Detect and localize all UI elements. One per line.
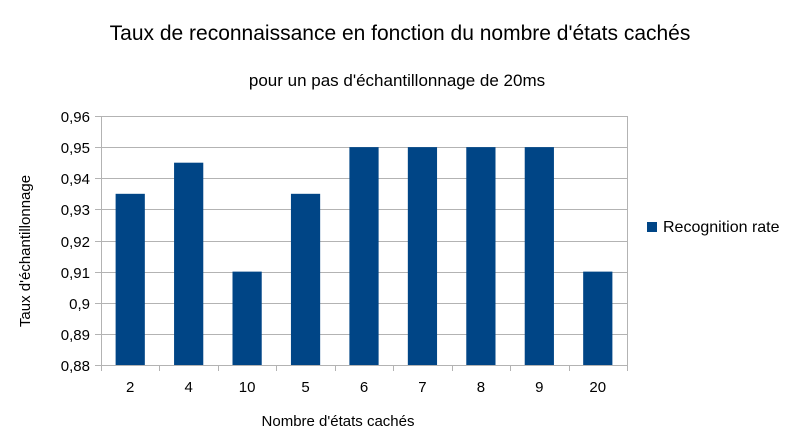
bar bbox=[583, 271, 613, 365]
x-axis-title: Nombre d'états cachés bbox=[262, 413, 415, 430]
legend-label: Recognition rate bbox=[663, 219, 780, 236]
x-tick-label: 5 bbox=[301, 379, 309, 396]
chart-subtitle: pour un pas d'échantillonnage de 20ms bbox=[249, 71, 545, 90]
bar bbox=[290, 193, 321, 365]
y-tick-label: 0,89 bbox=[61, 327, 90, 344]
bar bbox=[524, 147, 554, 365]
bar bbox=[115, 193, 145, 365]
bars bbox=[115, 147, 613, 365]
y-tick-labels: 0,88 0,89 0,9 0,91 0,92 0,93 0,94 0,95 0,96 bbox=[61, 109, 90, 375]
chart-title: Taux de reconnaissance en fonction du no… bbox=[110, 22, 691, 45]
x-tick-label: 7 bbox=[418, 379, 426, 396]
y-axis-title: Taux d'échantillonnage bbox=[17, 175, 34, 327]
y-tick-label: 0,88 bbox=[61, 358, 90, 375]
y-tick-label: 0,92 bbox=[61, 234, 90, 251]
bar bbox=[407, 147, 438, 365]
x-tick-label: 20 bbox=[589, 379, 606, 396]
y-tick-label: 0,94 bbox=[61, 171, 90, 188]
legend: Recognition rate bbox=[647, 219, 780, 236]
y-tick-label: 0,9 bbox=[69, 296, 90, 313]
x-tick-label: 6 bbox=[360, 379, 368, 396]
legend-swatch bbox=[647, 222, 657, 232]
y-tick-label: 0,93 bbox=[61, 202, 90, 219]
x-tick-label: 10 bbox=[239, 379, 256, 396]
y-tick-label: 0,95 bbox=[61, 140, 90, 157]
x-tick-labels: 2 4 10 5 6 7 8 9 20 bbox=[126, 379, 606, 396]
axes bbox=[101, 116, 628, 371]
x-tick-label: 4 bbox=[184, 379, 192, 396]
x-tick-label: 9 bbox=[535, 379, 543, 396]
y-tick-label: 0,96 bbox=[61, 109, 90, 126]
bar bbox=[232, 271, 262, 365]
bar bbox=[466, 147, 496, 365]
x-tick-label: 2 bbox=[126, 379, 134, 396]
y-tick-label: 0,91 bbox=[61, 265, 90, 282]
bar bbox=[349, 147, 379, 365]
x-tick-label: 8 bbox=[477, 379, 485, 396]
bar bbox=[174, 162, 204, 365]
